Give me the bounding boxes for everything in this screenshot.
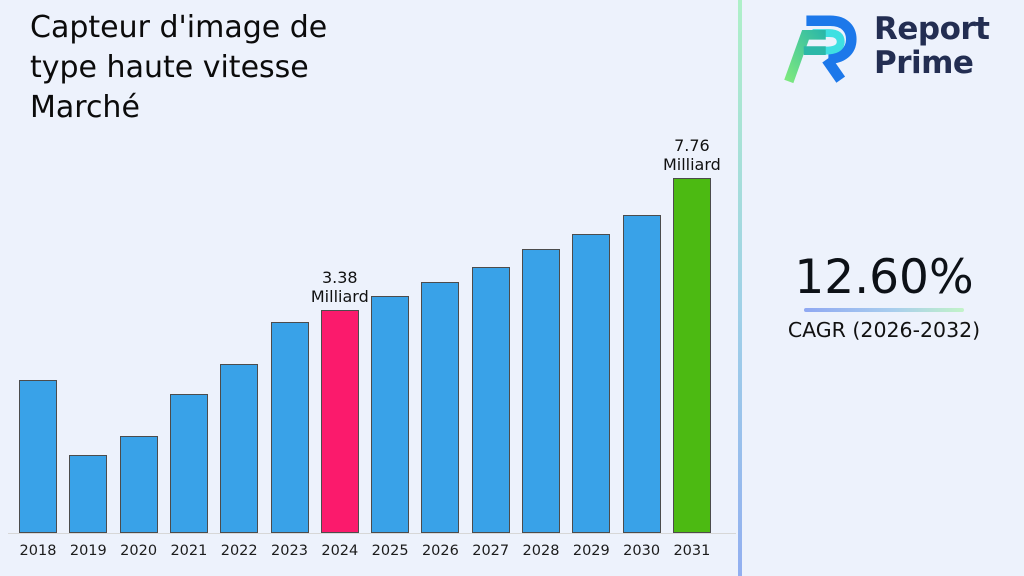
cagr-panel: 12.60% CAGR (2026-2032) [758,250,1010,343]
x-tick-label-2021: 2021 [170,543,208,559]
cagr-underline [804,308,964,312]
bar-2029 [572,234,611,533]
x-tick-label-2018: 2018 [19,543,57,559]
x-tick-label-2022: 2022 [220,543,258,559]
x-tick-label-2025: 2025 [371,543,409,559]
x-tick-label-2024: 2024 [321,543,359,559]
bar-2022 [220,364,259,533]
bar-2027 [471,267,510,533]
bar-2031 [672,178,711,533]
x-tick-label-2020: 2020 [120,543,158,559]
panel-divider [738,0,742,576]
bar-2023 [270,322,309,533]
bar-2018 [19,380,57,533]
x-tick-label-2028: 2028 [522,543,560,559]
report-prime-wordmark: Report Prime [874,12,990,80]
x-axis-line [8,533,736,534]
bar-2020 [119,436,158,533]
page-title: Capteur d'image de type haute vitesse Ma… [30,10,328,125]
x-tick-label-2030: 2030 [623,543,661,559]
bar-2019 [69,455,108,533]
value-label-2031: 7.76 Milliard [662,136,721,174]
bar-2028 [522,249,560,533]
bar-chart: 2018 2019 2020 2021 2022 2023 2024 3.38 Milliar… [8,136,736,559]
cagr-label: CAGR (2026-2032) [787,318,981,342]
x-tick-label-2027: 2027 [472,543,510,559]
x-tick-label-2019: 2019 [69,543,107,559]
bar-2030 [622,215,661,533]
report-prime-logo-icon [784,15,857,84]
bar-2024 [320,310,359,533]
bar-2025 [371,296,410,533]
bar-2026 [421,282,460,533]
x-tick-label-2026: 2026 [421,543,459,559]
value-label-2024: 3.38 Milliard [310,268,369,306]
x-tick-label-2023: 2023 [271,543,308,559]
x-tick-label-2029: 2029 [572,543,610,559]
brand-line-report: Report [874,11,990,47]
bar-2021 [169,394,208,533]
x-tick-label-2031: 2031 [673,543,711,559]
brand-line-prime: Prime [874,45,974,81]
cagr-value: 12.60% [794,250,974,305]
